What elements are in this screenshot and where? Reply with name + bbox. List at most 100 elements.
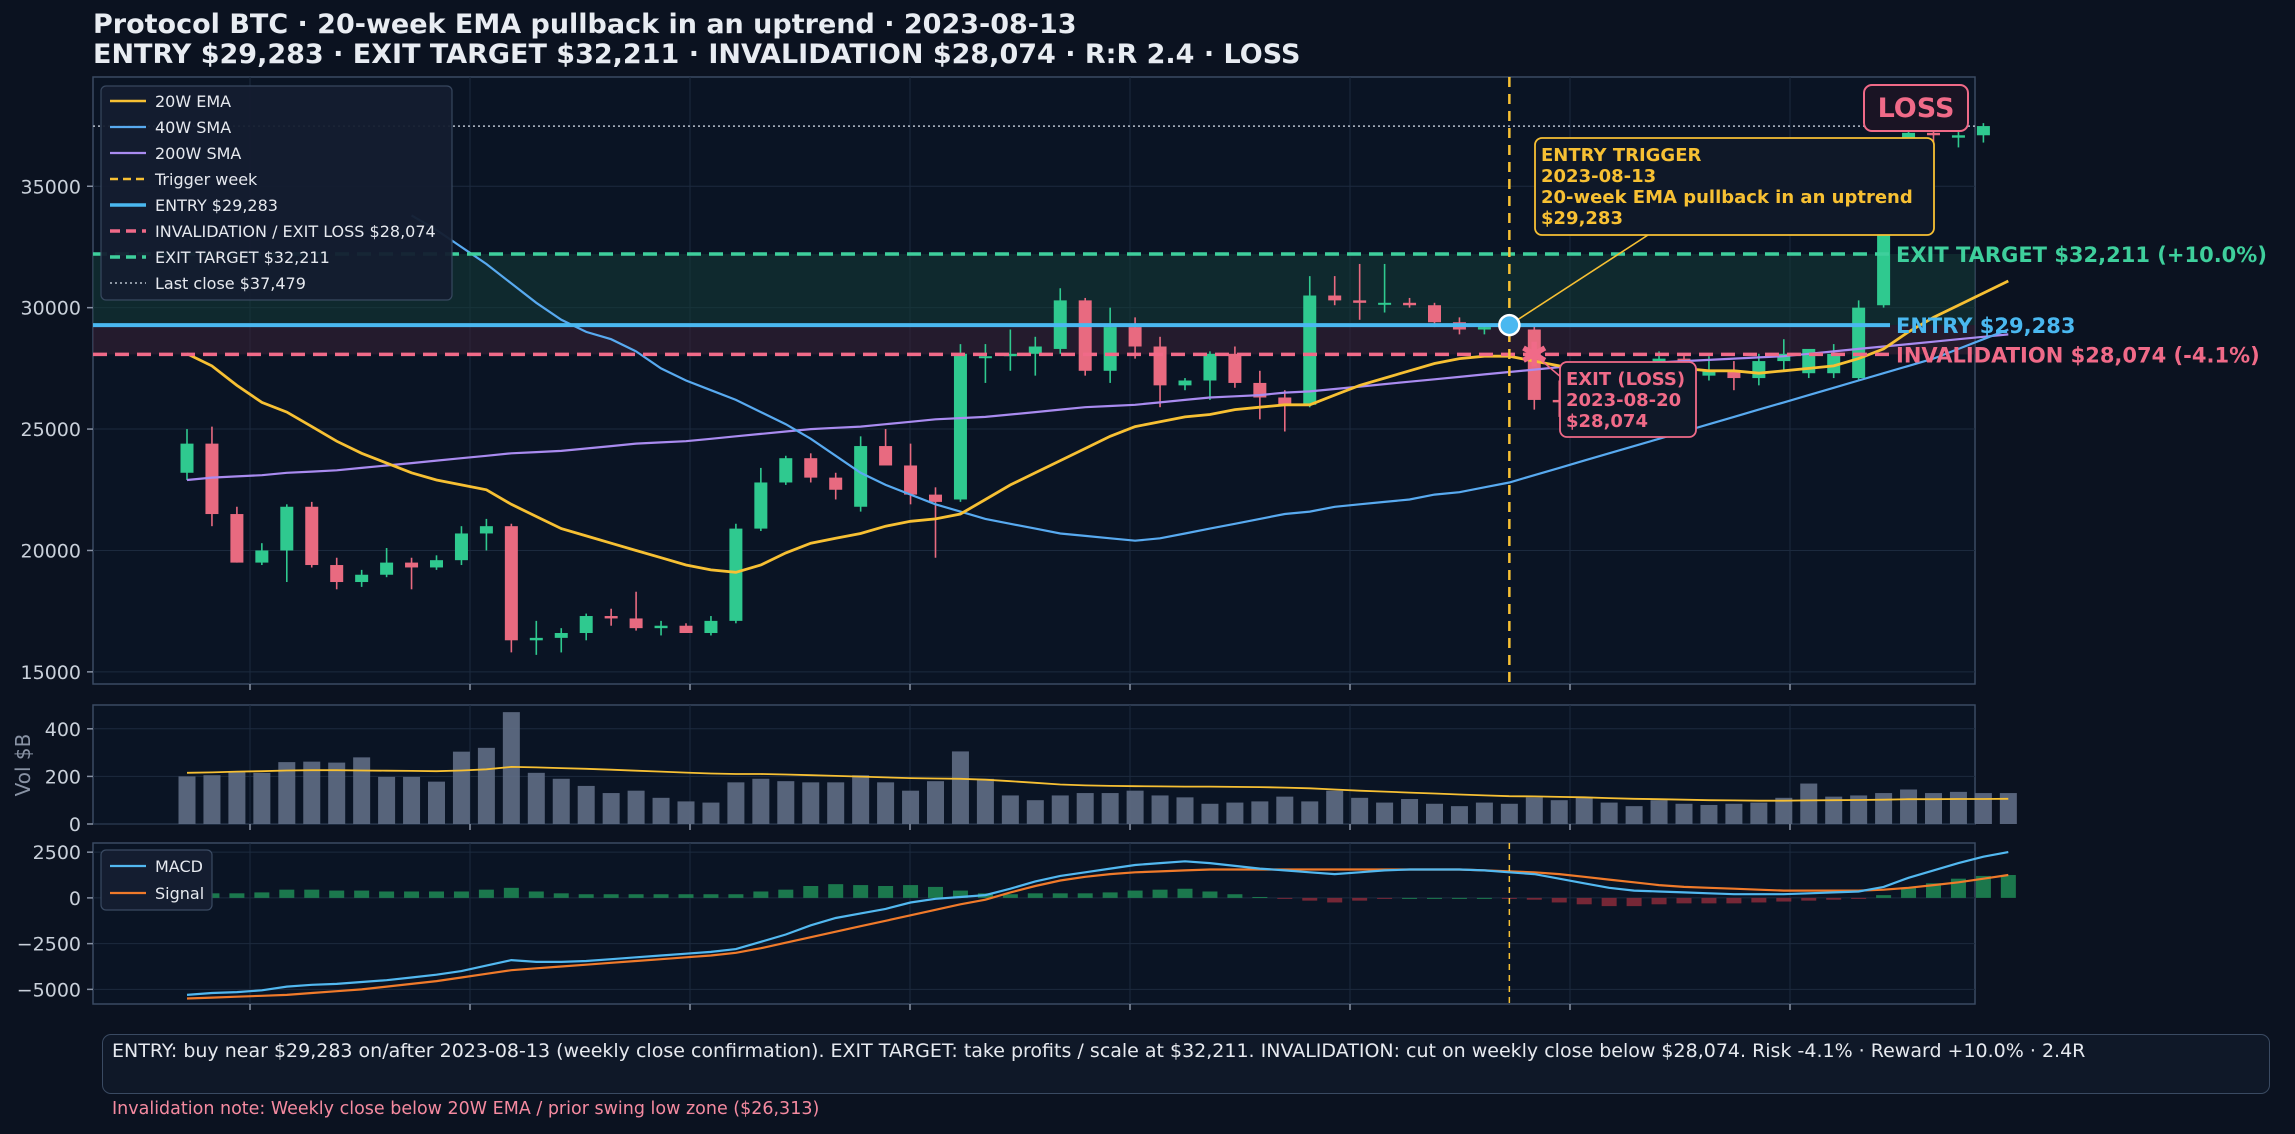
candle-body-19 xyxy=(654,625,668,629)
volume-bar-50 xyxy=(1426,803,1443,824)
volume-bar-24 xyxy=(777,781,795,824)
candle-body-8 xyxy=(380,562,394,575)
macd-hist-bar-64 xyxy=(1776,897,1792,902)
macd-hist-bar-55 xyxy=(1551,897,1567,903)
y-tick-label-0: 0 xyxy=(69,888,81,910)
volume-bar-13 xyxy=(502,712,520,824)
candle-23 xyxy=(754,467,768,532)
candle-72 xyxy=(1976,123,1990,143)
volume-bar-40 xyxy=(1176,797,1194,824)
candle-body-20 xyxy=(679,625,693,634)
volume-bar-70 xyxy=(1925,793,1942,824)
volume-bar-73 xyxy=(1999,793,2017,824)
volume-bar-9 xyxy=(403,776,421,824)
volume-bar-64 xyxy=(1775,797,1793,824)
volume-bar-18 xyxy=(627,790,645,824)
macd-hist-bar-43 xyxy=(1252,896,1268,898)
candle-10 xyxy=(430,555,443,570)
macd-hist-bar-15 xyxy=(553,893,569,898)
candle-39 xyxy=(1153,336,1167,408)
volume-bar-56 xyxy=(1575,797,1593,824)
candle-body-9 xyxy=(405,562,419,568)
volume-bar-58 xyxy=(1625,806,1643,824)
candle-1 xyxy=(205,426,219,527)
candle-body-5 xyxy=(305,506,319,566)
y-tick-label-25000: 25000 xyxy=(21,419,81,441)
volume-bar-34 xyxy=(1026,800,1044,824)
candle-body-4 xyxy=(280,506,294,551)
volume-bar-54 xyxy=(1525,797,1543,824)
candle-body-32 xyxy=(978,356,992,359)
macd-hist-bar-42 xyxy=(1227,894,1243,898)
macd-hist-bar-63 xyxy=(1751,897,1767,903)
macd-hist-bar-17 xyxy=(603,894,619,898)
candle-21 xyxy=(704,616,718,636)
volume-bar-48 xyxy=(1376,802,1394,824)
macd-hist-bar-66 xyxy=(1826,897,1842,900)
footer-box xyxy=(102,1034,2270,1094)
macd-hist-bar-6 xyxy=(329,890,345,898)
y-tick-label--2500: −2500 xyxy=(17,934,81,956)
candle-17 xyxy=(604,608,618,626)
macd-hist-bar-21 xyxy=(703,894,719,898)
volume-bar-2 xyxy=(228,772,246,824)
candle-16 xyxy=(579,613,593,641)
macd-hist-bar-16 xyxy=(578,894,594,898)
volume-average-line xyxy=(186,765,2009,802)
volume-bar-36 xyxy=(1076,793,1094,824)
candle-body-67 xyxy=(1852,307,1866,379)
candle-body-25 xyxy=(804,458,818,478)
macd-hist-bar-65 xyxy=(1801,897,1817,901)
candle-0 xyxy=(180,429,194,481)
candle-body-16 xyxy=(579,616,593,634)
volume-bar-15 xyxy=(552,778,570,824)
volume-bar-33 xyxy=(1001,795,1019,824)
macd-hist-bar-23 xyxy=(753,891,769,898)
candle-body-64 xyxy=(1777,353,1791,362)
candle-body-46 xyxy=(1328,295,1342,301)
volume-bar-47 xyxy=(1351,797,1369,824)
volume-bar-42 xyxy=(1226,802,1244,824)
macd-hist-bar-27 xyxy=(853,885,869,898)
macd-hist-bar-46 xyxy=(1327,897,1343,903)
candle-body-49 xyxy=(1403,302,1417,306)
exit-loss-date: 2023-08-20 xyxy=(1566,390,1681,411)
candle-45 xyxy=(1303,276,1317,408)
volume-bar-23 xyxy=(752,778,770,824)
entry-trigger-setup: 20-week EMA pullback in an uptrend xyxy=(1541,187,1913,208)
volume-bar-19 xyxy=(652,797,670,824)
candle-42 xyxy=(1228,346,1242,388)
y-tick-label-2500: 2500 xyxy=(33,842,81,864)
candle-body-24 xyxy=(779,458,793,483)
svg-text:EXIT (LOSS) 2023-08-20: EXIT (LOSS) 2023-08-20 $28,074 xyxy=(1566,369,1691,432)
macd-hist-bar-12 xyxy=(478,889,494,898)
volume-bar-69 xyxy=(1900,789,1918,824)
candle-50 xyxy=(1428,302,1441,328)
volume-bar-59 xyxy=(1650,800,1668,824)
candles xyxy=(180,113,1990,655)
volume-bar-45 xyxy=(1301,801,1319,824)
candle-body-38 xyxy=(1128,327,1142,347)
volume-bar-60 xyxy=(1675,803,1693,824)
volume-bar-37 xyxy=(1101,793,1119,824)
macd-hist-bar-59 xyxy=(1651,897,1667,905)
volume-bar-21 xyxy=(702,802,720,824)
volume-bar-43 xyxy=(1251,801,1269,824)
candle-67 xyxy=(1852,300,1866,381)
macd-legend-macd: MACD xyxy=(155,857,203,876)
candle-41 xyxy=(1203,351,1217,400)
candle-47 xyxy=(1353,263,1367,320)
macd-hist-bar-35 xyxy=(1052,893,1068,898)
macd-histogram xyxy=(179,875,2016,907)
legend-label-2: 200W SMA xyxy=(155,144,241,163)
macd-hist-bar-36 xyxy=(1077,893,1093,898)
volume-bar-35 xyxy=(1051,795,1069,824)
macd-hist-bar-29 xyxy=(903,885,919,898)
candle-body-15 xyxy=(554,633,568,638)
entry-marker xyxy=(1498,313,1521,337)
candle-body-2 xyxy=(230,514,244,563)
macd-hist-bar-73 xyxy=(2000,875,2016,898)
candle-body-63 xyxy=(1752,361,1766,379)
volume-bar-0 xyxy=(178,776,196,824)
macd-hist-bar-45 xyxy=(1302,897,1318,901)
